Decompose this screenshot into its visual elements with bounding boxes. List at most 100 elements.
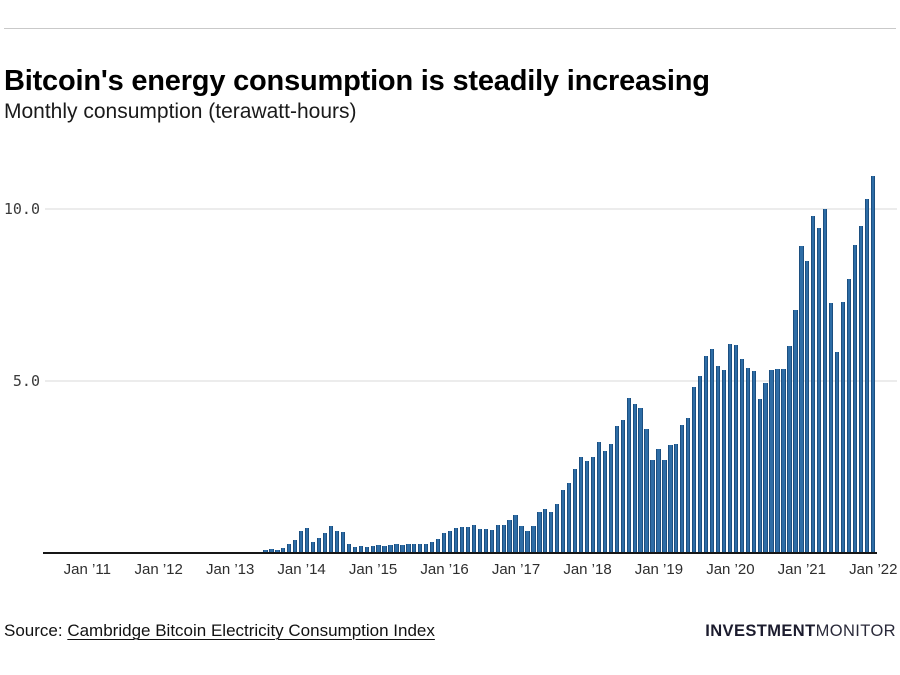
bar: [459, 526, 465, 552]
bar: [287, 544, 292, 552]
bar: [751, 371, 756, 552]
bar: [471, 524, 477, 552]
bar: [662, 460, 667, 552]
bar: [531, 525, 536, 552]
bar: [275, 550, 280, 552]
bar: [316, 538, 322, 552]
y-gridline: [45, 380, 897, 382]
bar: [513, 514, 518, 552]
bar: [805, 261, 810, 552]
bar: [537, 512, 542, 552]
bar: [305, 527, 310, 552]
bar: [364, 546, 369, 552]
bar: [299, 530, 304, 552]
bar: [483, 528, 488, 552]
x-tick-label: Jan ’19: [634, 561, 684, 578]
bar: [632, 403, 637, 552]
bar: [620, 419, 625, 552]
source-link[interactable]: Cambridge Bitcoin Electricity Consumptio…: [67, 621, 435, 640]
bar: [852, 244, 858, 552]
logo-investment: INVESTMENT: [705, 622, 816, 640]
bar: [501, 524, 506, 552]
bar: [590, 457, 596, 552]
plot-area: 5.0 10.0: [0, 165, 900, 554]
x-tick-label: Jan ’13: [206, 561, 255, 578]
investment-monitor-logo: INVESTMENTMONITOR: [705, 622, 896, 641]
bar: [584, 461, 590, 552]
bar: [823, 209, 828, 552]
bar: [400, 545, 405, 552]
bar: [382, 545, 387, 552]
bar: [739, 358, 744, 552]
bar: [555, 503, 560, 552]
bar: [477, 528, 482, 552]
bar: [668, 445, 673, 552]
bar: [757, 398, 762, 552]
bar: [310, 541, 316, 552]
bar: [650, 459, 655, 552]
bar: [817, 228, 822, 552]
bar: [626, 398, 631, 552]
bar: [340, 532, 346, 552]
x-tick-label: Jan ’18: [563, 561, 612, 578]
y-tick-label: 5.0: [12, 372, 40, 390]
bar: [775, 368, 780, 552]
x-axis-line: [43, 552, 877, 554]
source-note: Source: Cambridge Bitcoin Electricity Co…: [4, 621, 435, 641]
bar: [727, 343, 733, 552]
bar: [858, 225, 864, 552]
bar: [763, 383, 768, 552]
bar: [418, 544, 423, 552]
x-tick-label: Jan ’16: [420, 561, 469, 578]
bar: [656, 448, 661, 552]
x-tick-label: Jan ’20: [706, 561, 755, 578]
bar: [608, 444, 613, 552]
bar: [692, 386, 697, 552]
bar: [614, 426, 619, 552]
bar: [840, 302, 846, 552]
bar: [698, 375, 703, 552]
bar: [388, 545, 393, 552]
bar: [412, 543, 417, 552]
x-tick-label: Jan ’17: [491, 561, 541, 578]
bar: [328, 525, 334, 552]
x-tick-label: Jan ’14: [277, 561, 326, 578]
bar: [543, 509, 548, 552]
bar: [864, 199, 870, 552]
x-tick-label: Jan ’12: [134, 561, 183, 578]
logo-monitor: MONITOR: [815, 622, 896, 640]
y-gridline: [45, 208, 897, 210]
bar: [870, 176, 875, 552]
top-divider: [4, 28, 896, 29]
bar: [703, 355, 709, 552]
bar: [430, 542, 435, 552]
bar: [269, 548, 274, 552]
bar: [352, 546, 357, 552]
bar: [293, 540, 298, 552]
bar: [596, 442, 602, 552]
bar: [507, 520, 512, 552]
chart-subtitle: Monthly consumption (terawatt-hours): [4, 100, 357, 123]
bar: [709, 349, 715, 552]
bar: [638, 408, 643, 552]
bar: [834, 352, 840, 552]
bar: [549, 512, 554, 552]
bar: [674, 443, 679, 552]
bar: [846, 278, 852, 552]
bar: [447, 530, 453, 552]
bar: [322, 533, 328, 552]
bar: [394, 544, 399, 552]
bar: [489, 530, 494, 552]
bar: [781, 368, 786, 552]
chart-title: Bitcoin's energy consumption is steadily…: [4, 65, 710, 98]
bar: [745, 368, 750, 552]
bar: [680, 425, 685, 552]
bar: [453, 528, 459, 552]
bar: [370, 545, 375, 552]
x-tick-label: Jan ’21: [777, 561, 826, 578]
bar: [441, 533, 447, 552]
bar: [525, 531, 530, 552]
bar: [686, 417, 691, 552]
bar: [793, 310, 798, 552]
bar: [715, 365, 721, 552]
